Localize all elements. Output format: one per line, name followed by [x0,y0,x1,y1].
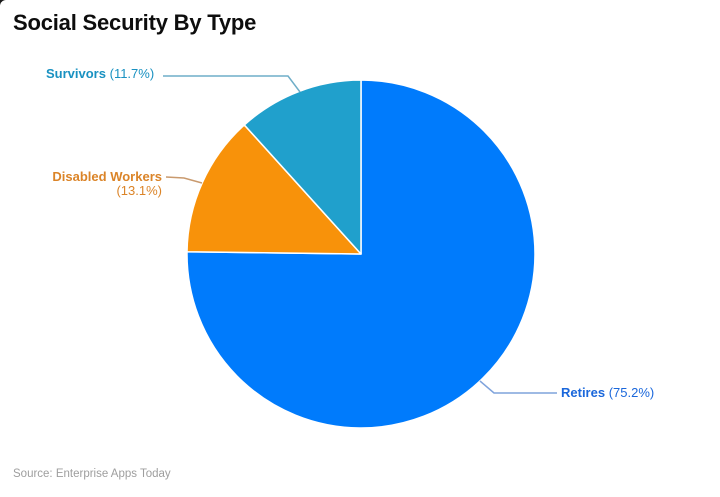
survivors-label-name: Survivors [46,66,106,81]
survivors-label-pct: (11.7%) [109,66,155,81]
pie-slice-survivors [243,79,362,255]
source-attribution: Source: Enterprise Apps Today [13,468,171,480]
pie-slice-disabled-workers [186,124,362,255]
retires-label-pct: (75.2%) [608,385,655,400]
disabled-workers-leader-line [165,176,203,184]
disabled-workers-label-name: Disabled Workers [52,169,162,184]
chart-title: Social Security By Type [13,10,257,35]
retires-label: Retires (75.2%) [561,386,654,400]
disabled-workers-label-pct: (13.1%) [116,183,162,198]
retires-label-name: Retires [561,385,606,400]
survivors-leader-line [163,75,301,93]
disabled-workers-label: Disabled Workers (13.1%) [42,170,162,198]
retires-leader-line [479,380,557,394]
survivors-label: Survivors (11.7%) [46,67,154,81]
pie-slices [186,79,536,429]
pie-slice-retires [186,79,536,429]
